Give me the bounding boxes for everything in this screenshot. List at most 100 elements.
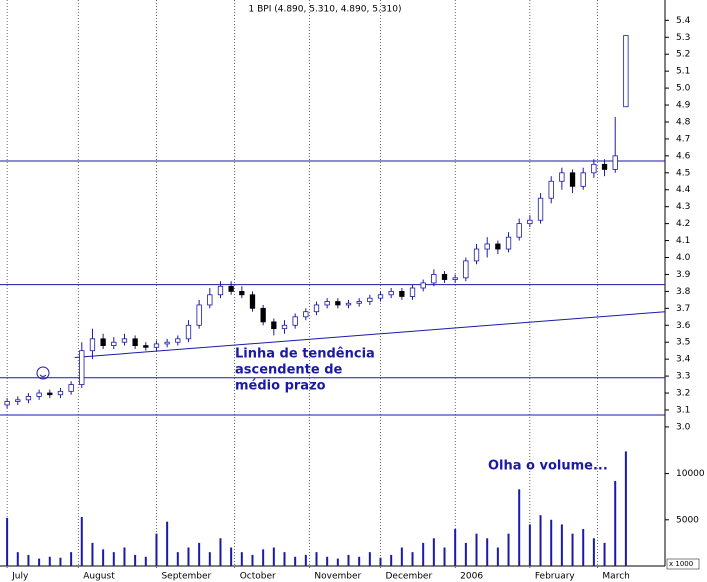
smiley [36,366,50,380]
volume-bar [464,542,467,566]
candle-body [4,401,10,406]
volume-bar [560,524,563,566]
candle-body [260,307,266,323]
candle-body [111,341,117,346]
volume-bar [582,529,585,566]
annotation: ascendente de [235,363,343,378]
y-tick-label: 5.3 [676,33,690,43]
volume-bar [219,538,222,566]
volume-bar [368,552,371,566]
annotation: médio prazo [235,379,326,394]
volume-bar [432,538,435,566]
y-tick-label: 4.4 [676,185,691,195]
volume-bar [262,549,265,566]
volume-bar [539,515,542,566]
candle-body [143,345,149,348]
y2-tick-label: 5000 [676,515,699,525]
volume-bar [454,529,457,566]
candle-body [79,350,85,385]
y-tick-label: 3.0 [676,422,691,432]
y-tick-label: 4.0 [676,253,691,263]
candle-body [388,290,394,296]
candle-body [313,304,320,313]
volume-bar [347,554,350,566]
x-tick-label: August [83,572,115,582]
x-tick-label: October [240,572,276,582]
y-tick-label: 5.1 [676,67,690,77]
candle-body [484,243,490,250]
volume-bar [443,547,446,566]
candle-body [36,392,42,397]
volume-bar [315,552,318,566]
volume-bar [272,547,275,566]
y2-tick-label: 10000 [676,469,705,479]
volume-bar [187,547,190,566]
volume-bar [486,538,489,566]
volume-bar [507,533,510,566]
candle-body [89,338,96,352]
candle-body [196,304,202,326]
x-tick-label: December [386,572,433,582]
volume-bar [528,524,531,566]
candle-body [409,287,416,297]
volume-bar [48,556,51,566]
volume-bar [475,533,478,566]
candle-body [249,294,256,309]
volume-bar [614,480,617,566]
volume-bar [176,552,179,566]
volume-unit: x 1000 [669,560,693,568]
volume-bar [326,556,329,566]
y-tick-label: 4.6 [676,151,691,161]
volume-bar [400,547,403,566]
candle-body [431,274,437,284]
volume-bar [304,554,307,566]
volume-bar [198,542,201,566]
volume-bar [411,552,414,566]
volume-bar [27,554,30,566]
y-tick-label: 4.7 [676,134,690,144]
unit-box [666,558,700,570]
candle-body [527,219,533,225]
y-tick-label: 3.1 [676,405,690,415]
chart-title: 1 BPI (4.890, 5.310, 4.890, 5.310) [249,5,402,15]
volume-bar [294,556,297,566]
volume-bar [571,533,574,566]
volume-bar [379,557,382,566]
x-tick-label: March [602,572,629,582]
y-tick-label: 3.4 [676,355,691,365]
candle-body [399,290,405,297]
y-tick-label: 3.9 [676,270,691,280]
candle-body [164,341,170,345]
candle-body [335,301,341,306]
candle-body [68,384,74,392]
candle-body [207,294,213,306]
candle-body [367,297,373,302]
volume-bar [134,554,137,566]
candle-body [324,301,330,306]
volume-bar [358,556,361,566]
candle-body [132,338,138,346]
annotation: Olha o volume... [488,459,608,474]
candle-body [239,290,245,296]
volume-bar [16,552,19,566]
y-tick-label: 5.4 [676,16,691,26]
y-tick-label: 3.3 [676,372,690,382]
candle-body [623,35,629,108]
volume-bar [155,533,158,566]
candle-body [612,155,618,170]
candle-body [420,282,426,289]
volume-bar [390,554,393,566]
candle-body [441,274,448,280]
y-tick-label: 3.2 [676,389,690,399]
volume-bar [251,554,254,566]
candle-body [580,172,586,187]
candle-body [495,243,501,250]
x-tick-label: July [11,572,29,582]
annotation: Linha de tendência [235,347,375,362]
candle-body [100,338,106,346]
candle-body [591,163,597,174]
candle-body [505,236,512,250]
candle-body [57,390,64,396]
